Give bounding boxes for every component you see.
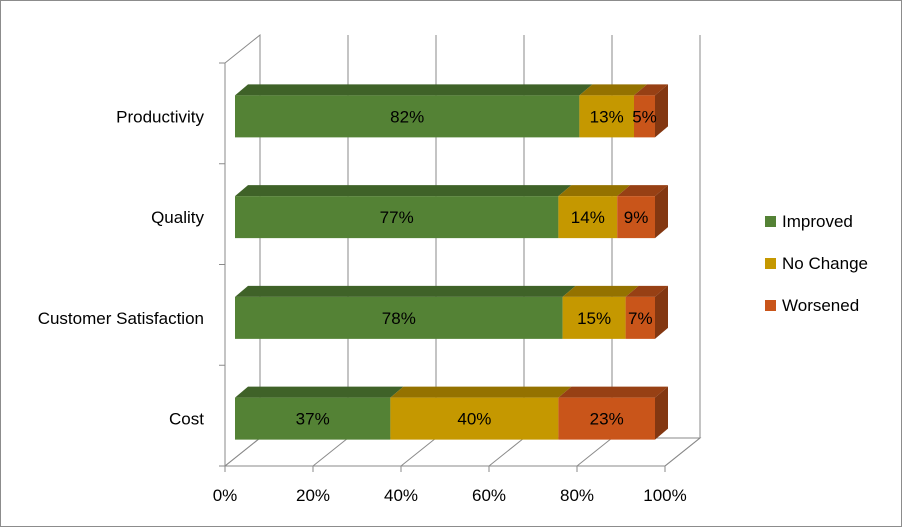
bar-segment: [558, 397, 655, 440]
data-label: 77%: [380, 208, 414, 227]
category-label: Quality: [151, 208, 204, 227]
legend-swatch-worsened: [765, 300, 776, 311]
gridline-floor: [400, 437, 437, 467]
legend-item-no-change: No Change: [765, 253, 868, 274]
gridline-floor: [488, 437, 525, 467]
legend-item-worsened: Worsened: [765, 295, 868, 316]
x-tick-label: 100%: [643, 486, 686, 505]
bar-top-face: [562, 285, 639, 297]
bar-segment: [235, 95, 580, 138]
legend-label-improved: Improved: [782, 211, 853, 231]
data-label: 23%: [590, 410, 624, 429]
legend-label-worsened: Worsened: [782, 295, 860, 315]
bar-top-face: [235, 84, 593, 96]
bar-segment: [562, 296, 626, 339]
bar-segment: [235, 296, 563, 339]
bar-side-face: [655, 285, 668, 339]
data-label: 5%: [632, 107, 657, 126]
bar-top-face: [617, 185, 668, 197]
gridline-floor: [664, 437, 701, 467]
bar-side-face: [655, 185, 668, 239]
bar-segment: [390, 397, 559, 440]
data-label: 82%: [390, 107, 424, 126]
x-tick-label: 20%: [296, 486, 330, 505]
bar-top-face: [235, 386, 404, 398]
bar-top-face: [235, 185, 572, 197]
x-tick-label: 40%: [384, 486, 418, 505]
data-label: 15%: [577, 309, 611, 328]
gridline-floor: [576, 437, 613, 467]
gridline-floor: [312, 437, 349, 467]
bar-segment: [625, 296, 655, 339]
legend-item-improved: Improved: [765, 211, 868, 232]
x-tick-label: 0%: [213, 486, 238, 505]
bar-top-face: [235, 285, 576, 297]
bar-top-face: [558, 185, 631, 197]
category-label: Productivity: [116, 107, 204, 126]
category-label: Cost: [169, 410, 204, 429]
data-label: 9%: [624, 208, 649, 227]
data-label: 40%: [457, 410, 491, 429]
bar-top-face: [634, 84, 668, 96]
bar-top-face: [390, 386, 572, 398]
legend-label-no-change: No Change: [782, 253, 869, 273]
category-label: Customer Satisfaction: [38, 309, 204, 328]
bar-segment: [235, 196, 559, 239]
bar-top-face: [579, 84, 647, 96]
data-label: 78%: [382, 309, 416, 328]
x-tick-label: 80%: [560, 486, 594, 505]
data-label: 14%: [571, 208, 605, 227]
bar-top-face: [558, 386, 668, 398]
data-label: 13%: [590, 107, 624, 126]
bar-segment: [617, 196, 655, 239]
bar-side-face: [655, 386, 668, 440]
bar-segment: [558, 196, 618, 239]
legend-swatch-no-change: [765, 258, 776, 269]
bar-segment: [634, 95, 655, 138]
bar-segment: [579, 95, 634, 138]
floor: [223, 437, 702, 467]
bar-segment: [235, 397, 391, 440]
x-tick-label: 60%: [472, 486, 506, 505]
bar-top-face: [625, 285, 668, 297]
data-label: 37%: [296, 410, 330, 429]
data-label: 7%: [628, 309, 653, 328]
legend-swatch-improved: [765, 216, 776, 227]
bar-side-face: [655, 84, 668, 138]
legend: Improved No Change Worsened: [765, 211, 868, 337]
